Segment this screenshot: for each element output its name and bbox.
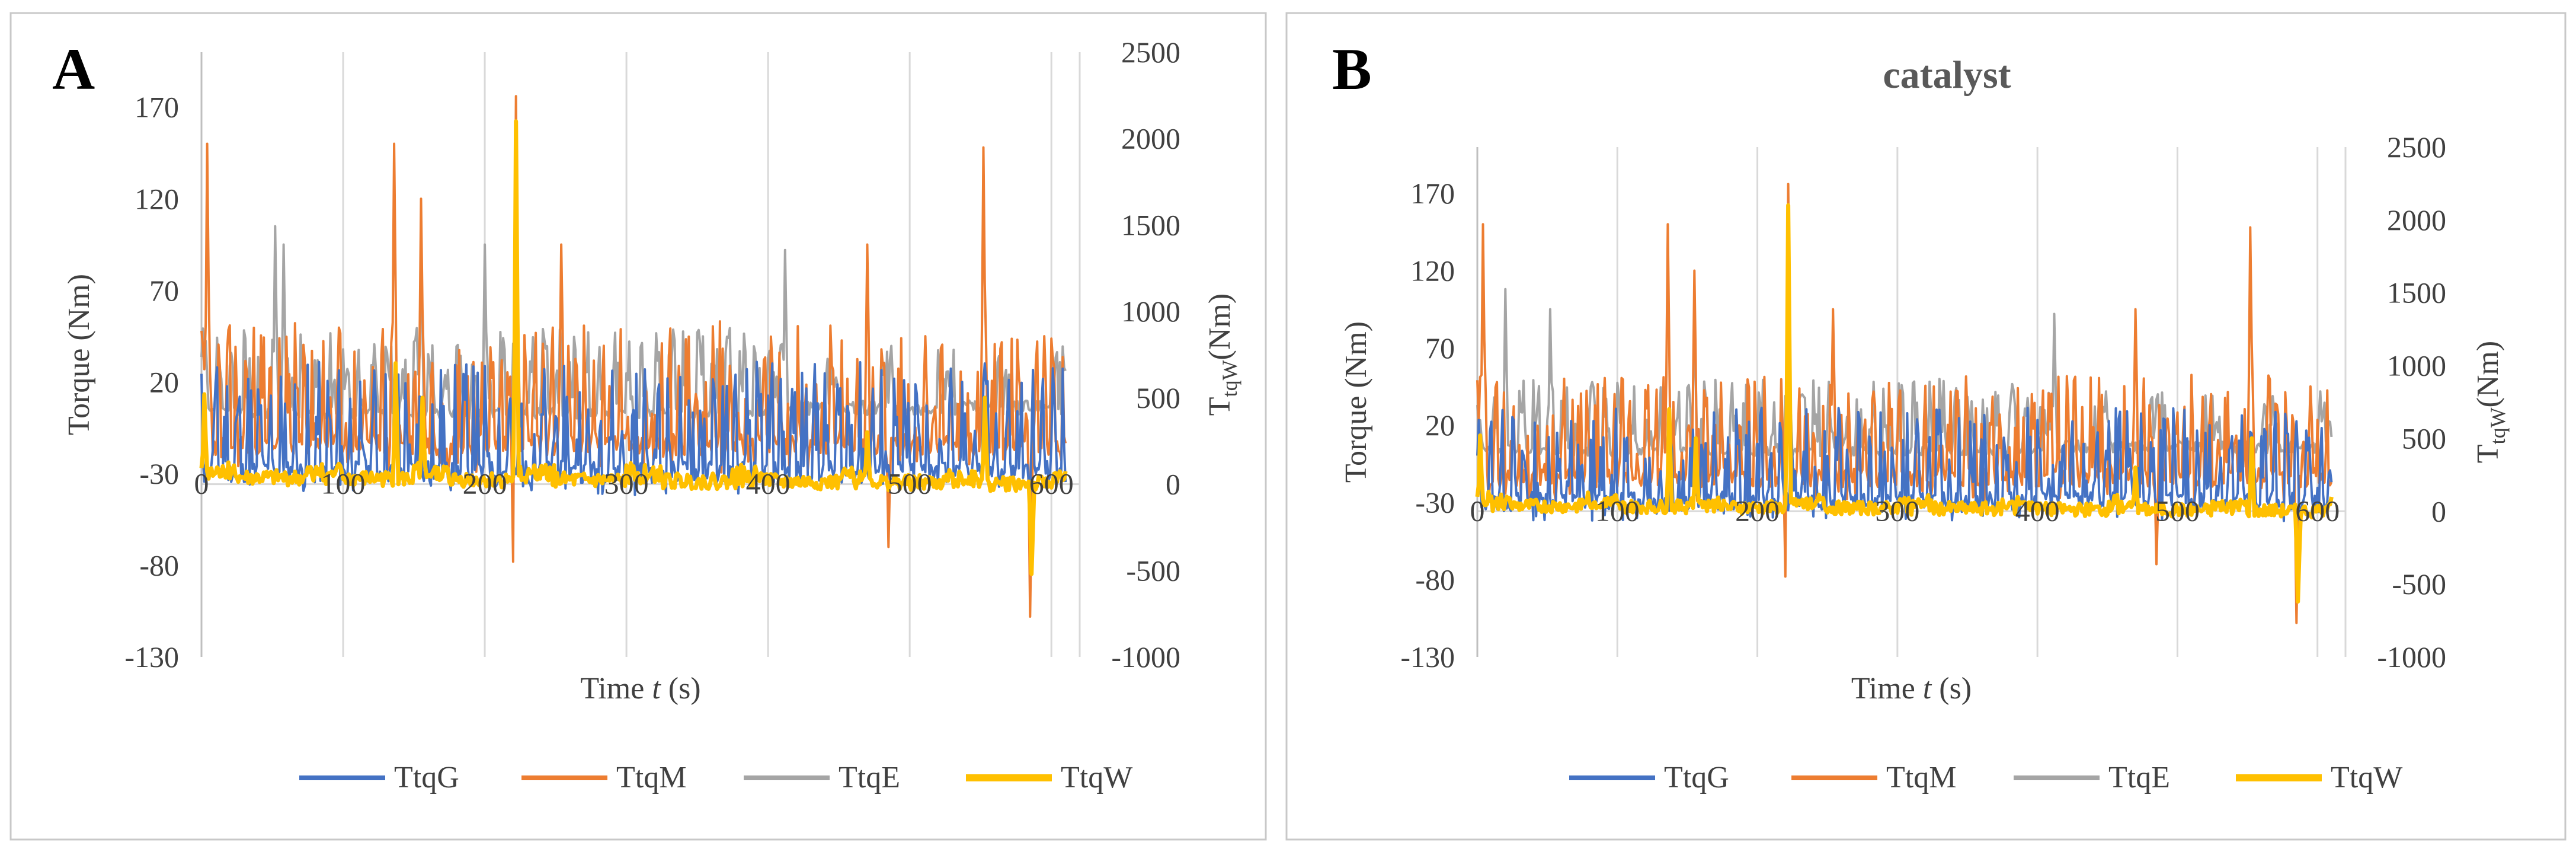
y2-axis-label-unit: (Nm) bbox=[1203, 293, 1237, 360]
x-tick-label: 600 bbox=[1029, 467, 1074, 500]
y2-tick-label: 0 bbox=[1166, 468, 1180, 501]
y2-tick-label: 500 bbox=[2402, 422, 2446, 455]
y-tick-label: 170 bbox=[1410, 177, 1455, 210]
x-axis-label-var: t bbox=[1923, 672, 1932, 706]
y2-tick-label: -500 bbox=[1126, 554, 1180, 587]
y2-tick-label: 2500 bbox=[2387, 130, 2446, 164]
y2-tick-label: 1500 bbox=[2387, 276, 2446, 309]
legend-label-ttqm: TtqM bbox=[1886, 761, 1956, 794]
panel-letter: B bbox=[1332, 36, 1372, 102]
x-tick-label: 500 bbox=[2155, 494, 2200, 527]
y-tick-label: -80 bbox=[1415, 563, 1455, 596]
y-tick-label: -30 bbox=[1415, 486, 1455, 519]
legend-label-ttqe: TtqE bbox=[2108, 761, 2170, 794]
legend-label-ttqm: TtqM bbox=[616, 761, 686, 794]
legend-label-ttqg: TtqG bbox=[394, 761, 459, 794]
y-tick-label: -130 bbox=[1400, 640, 1455, 674]
legend: TtqG TtqM TtqE TtqW bbox=[299, 761, 1132, 794]
series-line-ttqg bbox=[200, 360, 1067, 496]
x-axis-label-prefix: Time bbox=[1851, 672, 1915, 706]
y2-tick-label: 500 bbox=[1136, 381, 1180, 414]
panel-letter: A bbox=[52, 36, 95, 102]
y-axis-label: Torque (Nm) bbox=[1339, 321, 1373, 483]
legend-label-ttqg: TtqG bbox=[1664, 761, 1729, 794]
x-tick-label: 500 bbox=[888, 467, 932, 500]
x-tick-label: 200 bbox=[463, 467, 507, 500]
series-line-ttqw bbox=[199, 119, 1068, 576]
x-tick-label: 600 bbox=[2295, 494, 2340, 527]
y2-axis-label-main: T bbox=[2471, 444, 2505, 463]
y-tick-label: -30 bbox=[139, 457, 179, 490]
y2-tick-label: -500 bbox=[2392, 567, 2446, 601]
y-tick-label: -130 bbox=[124, 640, 179, 674]
y-tick-label: 170 bbox=[135, 91, 179, 124]
y-tick-label: 120 bbox=[1410, 254, 1455, 287]
y-tick-label: 120 bbox=[135, 182, 179, 215]
y2-tick-label: -1000 bbox=[1111, 640, 1180, 674]
y-tick-label: 20 bbox=[1425, 408, 1455, 442]
y2-tick-label: 0 bbox=[2431, 494, 2446, 528]
y2-tick-label: 1000 bbox=[2387, 349, 2446, 382]
y2-tick-label: 1000 bbox=[1121, 295, 1180, 328]
y-tick-label: 70 bbox=[1425, 331, 1455, 365]
y-axis-label: Torque (Nm) bbox=[62, 274, 96, 435]
y2-tick-label: 2500 bbox=[1121, 36, 1180, 69]
y2-tick-label: 2000 bbox=[1121, 122, 1180, 155]
y-tick-label: 20 bbox=[149, 365, 179, 398]
y-tick-label: 70 bbox=[149, 274, 179, 307]
y-tick-label: -80 bbox=[139, 548, 179, 582]
x-tick-label: 0 bbox=[1470, 494, 1485, 527]
y2-axis-label-unit: (Nm) bbox=[2471, 341, 2505, 408]
series-line-ttqw bbox=[1475, 203, 2334, 604]
x-axis-label-var: t bbox=[652, 672, 661, 706]
y2-tick-label: -1000 bbox=[2377, 640, 2446, 674]
x-tick-label: 100 bbox=[1595, 494, 1640, 527]
legend-label-ttqw: TtqW bbox=[2331, 761, 2402, 794]
y2-axis-label-sub: tqW bbox=[2486, 407, 2510, 444]
x-tick-label: 300 bbox=[1875, 494, 1919, 527]
legend-label-ttqw: TtqW bbox=[1061, 761, 1132, 794]
x-axis-label: Time t (s) bbox=[580, 672, 700, 706]
x-axis-label-space bbox=[661, 672, 668, 706]
x-axis-label-unit: (s) bbox=[1939, 672, 1972, 706]
y2-axis-label-sub: tqW bbox=[1218, 360, 1241, 397]
x-axis-label-space bbox=[1915, 672, 1923, 706]
x-tick-label: 0 bbox=[194, 467, 209, 500]
x-tick-label: 200 bbox=[1735, 494, 1780, 527]
x-axis-label: Time t (s) bbox=[1851, 672, 1972, 706]
x-tick-label: 100 bbox=[321, 467, 366, 500]
y2-axis-label-main: T bbox=[1203, 397, 1237, 416]
chart-title: catalyst bbox=[1883, 53, 2011, 97]
y2-tick-label: 2000 bbox=[2387, 203, 2446, 237]
x-tick-label: 400 bbox=[2015, 494, 2060, 527]
y2-axis-label: TtqW(Nm) bbox=[2471, 341, 2510, 463]
y2-axis-label: TtqW(Nm) bbox=[1203, 293, 1241, 416]
y2-tick-label: 1500 bbox=[1121, 208, 1180, 241]
x-axis-label-space bbox=[644, 672, 652, 706]
chart-panel-b: -130-80-302070120170-1000-50005001000150… bbox=[1285, 12, 2567, 841]
legend: TtqG TtqM TtqE TtqW bbox=[1569, 761, 2402, 794]
x-axis-label-space bbox=[1931, 672, 1939, 706]
chart-panel-a: -130-80-302070120170-1000-50005001000150… bbox=[9, 12, 1267, 841]
x-tick-label: 400 bbox=[746, 467, 791, 500]
x-axis-label-unit: (s) bbox=[668, 672, 701, 706]
x-axis-label-prefix: Time bbox=[580, 672, 644, 706]
x-tick-label: 300 bbox=[604, 467, 649, 500]
legend-label-ttqe: TtqE bbox=[839, 761, 900, 794]
